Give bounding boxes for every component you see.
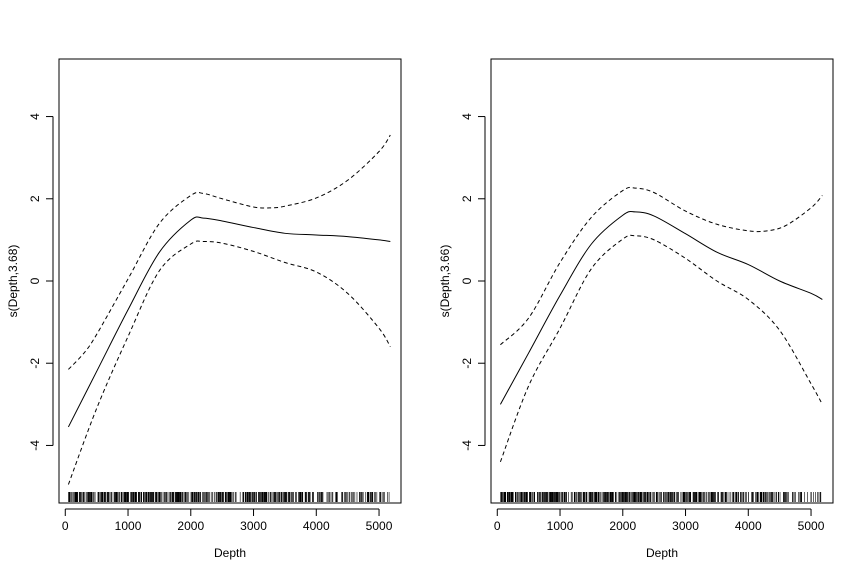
panel-right: 0 1000 2000 3000 4000 5000 -4 -2 0 2 4 Depth s(Depth…	[438, 58, 834, 560]
y-axis-label: s(Depth,3.66)	[438, 245, 452, 318]
series-upper-ci	[68, 134, 391, 370]
x-tick-label: 2000	[177, 519, 204, 533]
y-tick-label: -4	[28, 440, 42, 451]
panel-left: 0 1000 2000 3000 4000 5000 -4 -2 0 2 4 Depth s(Depth…	[6, 58, 402, 560]
y-tick-label: -2	[28, 358, 42, 369]
x-tick-label: 3000	[672, 519, 699, 533]
y-tick-label: 4	[28, 113, 42, 120]
series-lower-ci	[67, 240, 391, 485]
x-tick-label: 3000	[240, 519, 267, 533]
x-tick-label: 1000	[115, 519, 142, 533]
x-tick-label: 5000	[366, 519, 393, 533]
y-tick-label: 2	[460, 195, 474, 202]
x-tick-label: 4000	[735, 519, 762, 533]
x-tick-label: 4000	[303, 519, 330, 533]
y-tick-label: 0	[460, 277, 474, 284]
x-axis-label: Depth	[646, 546, 678, 560]
y-axis-label: s(Depth,3.68)	[6, 245, 20, 318]
y-tick-label: 0	[28, 277, 42, 284]
x-tick-label: 0	[494, 519, 501, 533]
series-fit	[499, 211, 823, 405]
x-tick-label: 0	[62, 519, 69, 533]
series-upper-ci	[500, 186, 823, 346]
x-tick-label: 1000	[547, 519, 574, 533]
x-tick-label: 5000	[798, 519, 825, 533]
series-fit	[67, 216, 391, 428]
x-axis-label: Depth	[214, 546, 246, 560]
y-tick-label: -2	[460, 358, 474, 369]
y-tick-label: 4	[460, 113, 474, 120]
plot-frame	[490, 58, 834, 504]
series-lower-ci	[499, 234, 823, 463]
x-tick-label: 2000	[609, 519, 636, 533]
y-tick-label: -4	[460, 440, 474, 451]
y-tick-label: 2	[28, 195, 42, 202]
plot-frame	[58, 58, 402, 504]
